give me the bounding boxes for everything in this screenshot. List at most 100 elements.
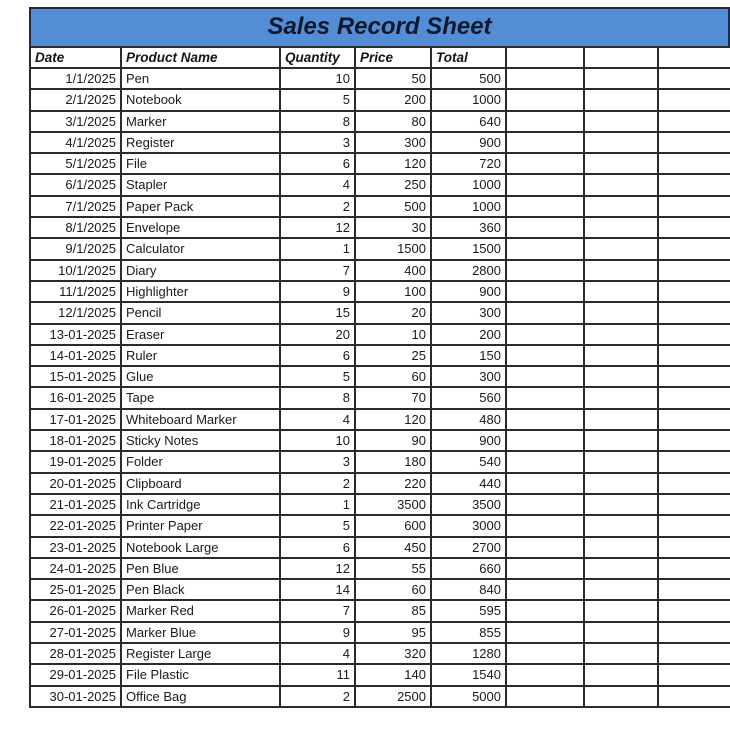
product-cell: Stapler	[120, 173, 281, 197]
date-cell: 2/1/2025	[29, 88, 122, 112]
empty-cell	[583, 429, 659, 453]
table-row: 21-01-2025 Ink Cartridge 1 3500 3500	[29, 492, 730, 517]
empty-cell	[657, 429, 730, 453]
empty-cell	[583, 66, 659, 91]
empty-cell	[505, 66, 585, 91]
quantity-cell: 3	[279, 450, 356, 474]
empty-cell	[657, 684, 730, 708]
product-cell: Pen Black	[120, 578, 281, 602]
column-header-price: Price	[354, 46, 432, 69]
empty-cell	[505, 556, 585, 581]
product-cell: Glue	[120, 365, 281, 389]
product-cell: Pen	[120, 66, 281, 91]
total-cell: 1500	[430, 237, 507, 261]
empty-cell	[657, 407, 730, 432]
total-cell: 200	[430, 322, 507, 346]
product-cell: Office Bag	[120, 684, 281, 708]
empty-cell	[505, 279, 585, 304]
table-body: 1/1/2025 Pen 10 50 500 2/1/2025 Notebook 5 200 10…	[29, 66, 730, 708]
total-cell: 2700	[430, 535, 507, 559]
price-cell: 180	[354, 450, 432, 474]
empty-cell	[505, 301, 585, 325]
table-row: 19-01-2025 Folder 3 180 540	[29, 450, 730, 474]
date-cell: 4/1/2025	[29, 130, 122, 155]
total-cell: 560	[430, 386, 507, 410]
price-cell: 60	[354, 578, 432, 602]
table-row: 10/1/2025 Diary 7 400 2800	[29, 258, 730, 282]
price-cell: 25	[354, 343, 432, 368]
price-cell: 400	[354, 258, 432, 282]
empty-cell	[583, 684, 659, 708]
empty-cell	[657, 663, 730, 687]
empty-cell	[583, 109, 659, 133]
quantity-cell: 10	[279, 66, 356, 91]
quantity-cell: 1	[279, 237, 356, 261]
date-cell: 27-01-2025	[29, 620, 122, 645]
date-cell: 9/1/2025	[29, 237, 122, 261]
table-row: 4/1/2025 Register 3 300 900	[29, 130, 730, 155]
price-cell: 120	[354, 152, 432, 176]
total-cell: 360	[430, 216, 507, 240]
sales-table: Date Product Name Quantity Price Total 1…	[29, 46, 730, 708]
date-cell: 21-01-2025	[29, 492, 122, 517]
empty-cell	[505, 237, 585, 261]
date-cell: 28-01-2025	[29, 642, 122, 666]
quantity-cell: 2	[279, 471, 356, 495]
quantity-cell: 11	[279, 663, 356, 687]
total-cell: 300	[430, 365, 507, 389]
empty-cell	[583, 407, 659, 432]
total-cell: 5000	[430, 684, 507, 708]
empty-cell	[657, 301, 730, 325]
product-cell: Highlighter	[120, 279, 281, 304]
date-cell: 18-01-2025	[29, 429, 122, 453]
total-cell: 855	[430, 620, 507, 645]
price-cell: 140	[354, 663, 432, 687]
total-cell: 900	[430, 279, 507, 304]
quantity-cell: 2	[279, 684, 356, 708]
date-cell: 15-01-2025	[29, 365, 122, 389]
table-row: 24-01-2025 Pen Blue 12 55 660	[29, 556, 730, 581]
date-cell: 13-01-2025	[29, 322, 122, 346]
product-cell: Register	[120, 130, 281, 155]
empty-cell	[657, 535, 730, 559]
quantity-cell: 6	[279, 343, 356, 368]
empty-cell	[583, 322, 659, 346]
column-header-total: Total	[430, 46, 507, 69]
total-cell: 900	[430, 130, 507, 155]
empty-cell	[657, 365, 730, 389]
table-row: 13-01-2025 Eraser 20 10 200	[29, 322, 730, 346]
total-cell: 840	[430, 578, 507, 602]
quantity-cell: 14	[279, 578, 356, 602]
empty-cell	[583, 620, 659, 645]
empty-cell	[583, 152, 659, 176]
price-cell: 80	[354, 109, 432, 133]
quantity-cell: 15	[279, 301, 356, 325]
empty-cell	[657, 343, 730, 368]
sheet-title-bar: Sales Record Sheet	[29, 7, 730, 48]
empty-cell	[583, 130, 659, 155]
date-cell: 29-01-2025	[29, 663, 122, 687]
price-cell: 100	[354, 279, 432, 304]
quantity-cell: 12	[279, 216, 356, 240]
table-row: 8/1/2025 Envelope 12 30 360	[29, 216, 730, 240]
empty-cell	[657, 471, 730, 495]
column-header-product: Product Name	[120, 46, 281, 69]
total-cell: 1000	[430, 173, 507, 197]
product-cell: Printer Paper	[120, 514, 281, 538]
empty-cell	[657, 599, 730, 623]
quantity-cell: 7	[279, 258, 356, 282]
empty-cell	[657, 216, 730, 240]
table-row: 7/1/2025 Paper Pack 2 500 1000	[29, 194, 730, 219]
empty-cell	[657, 279, 730, 304]
empty-cell	[583, 237, 659, 261]
price-cell: 20	[354, 301, 432, 325]
table-row: 26-01-2025 Marker Red 7 85 595	[29, 599, 730, 623]
product-cell: Marker Red	[120, 599, 281, 623]
total-cell: 1000	[430, 194, 507, 219]
product-cell: File Plastic	[120, 663, 281, 687]
product-cell: Register Large	[120, 642, 281, 666]
empty-cell	[583, 386, 659, 410]
empty-cell	[505, 322, 585, 346]
price-cell: 600	[354, 514, 432, 538]
empty-cell	[583, 216, 659, 240]
